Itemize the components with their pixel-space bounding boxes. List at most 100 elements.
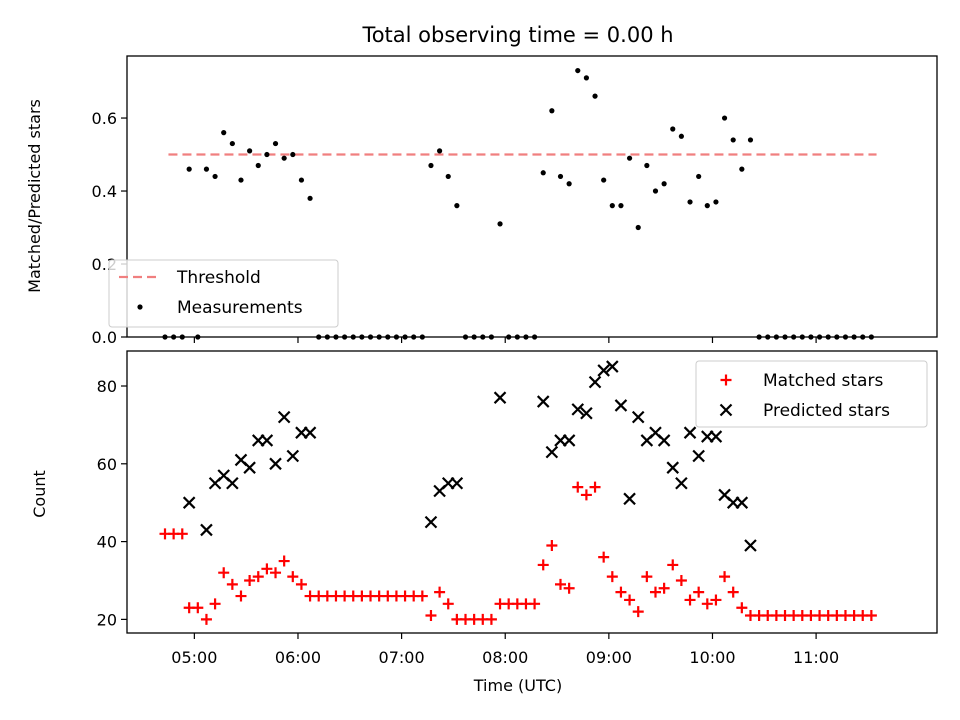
predicted-stars-point [606, 360, 619, 373]
predicted-stars-point [666, 461, 680, 474]
matched-stars-point [295, 578, 307, 590]
matched-stars-point [252, 571, 264, 583]
measurement-point [411, 334, 417, 340]
measurement-point [765, 334, 771, 340]
predicted-stars-point [597, 364, 610, 377]
matched-stars-point [658, 582, 670, 594]
top-y-tick-label: 0.0 [92, 328, 117, 347]
predicted-stars-point [303, 426, 317, 439]
matched-stars-point [667, 559, 679, 571]
matched-stars-point [261, 563, 273, 575]
x-tick-label: 05:00 [171, 648, 217, 667]
predicted-stars-point [692, 449, 705, 463]
measurement-point [575, 67, 581, 74]
measurement-point [566, 181, 572, 187]
matched-stars-point [235, 590, 247, 602]
matched-stars-point [710, 594, 722, 606]
measurement-point [868, 334, 874, 340]
top-legend: Threshold Measurements [108, 259, 339, 328]
measurements-legend-label: Measurements [177, 298, 303, 318]
threshold-legend-label: Threshold [176, 268, 261, 288]
matched-stars-point [278, 555, 290, 567]
measurement-point [324, 334, 330, 340]
top-y-axis-label: Matched/Predicted stars [25, 99, 44, 293]
measurement-point [462, 334, 469, 340]
matched-stars-point [675, 574, 687, 586]
measurement-point [203, 166, 210, 172]
measurement-point [437, 148, 443, 154]
matched-stars-point [442, 598, 454, 610]
matched-stars-point [244, 574, 256, 586]
measurement-point [782, 334, 788, 340]
measurement-point [514, 334, 520, 340]
matched-stars-point [425, 609, 437, 621]
measurement-point [179, 334, 185, 340]
measurement-point [799, 334, 805, 340]
bottom-legend: Matched stars Predicted stars [695, 360, 928, 428]
measurement-point [557, 173, 564, 180]
measurement-point [316, 334, 322, 340]
predicted-stars-point [493, 391, 507, 404]
measurement-point [393, 334, 400, 340]
measurement-point [419, 334, 425, 340]
predicted-stars-point [709, 430, 723, 443]
predicted-stars-point [744, 539, 757, 552]
measurement-point [626, 155, 633, 161]
predicted-stars-point [182, 496, 196, 509]
measurement-point [531, 334, 538, 340]
matched-stars-point [580, 489, 592, 501]
predicted-stars-point [277, 410, 291, 424]
predicted-stars-point [260, 434, 274, 447]
predicted-stars-point [614, 399, 628, 412]
matched-stars-point [537, 559, 549, 571]
measurement-point [670, 126, 676, 132]
measurement-point [842, 334, 849, 340]
matched-stars-point [218, 567, 230, 579]
measurement-point [376, 334, 382, 340]
predicted-stars-point [450, 476, 464, 490]
measurement-point [661, 181, 667, 187]
predicted-stars-point [286, 449, 300, 463]
x-tick-label: 08:00 [482, 648, 528, 667]
measurement-point [445, 173, 451, 180]
measurement-point [739, 166, 745, 172]
measurement-point [195, 334, 201, 340]
measurement-point [601, 177, 607, 183]
top-y-tick-label: 0.4 [92, 182, 117, 201]
matched-stars-point [727, 586, 739, 598]
measurement-point [272, 140, 279, 147]
measurement-point [221, 130, 227, 136]
measurement-point [238, 177, 244, 183]
bottom-legend-box [695, 360, 928, 428]
measurement-point [860, 334, 866, 340]
measurement-point [618, 203, 624, 209]
measurement-point [488, 334, 495, 340]
matched-stars-point [865, 609, 877, 621]
predicted-stars-point [683, 426, 697, 439]
bottom-y-tick-label: 60 [97, 455, 117, 474]
measurement-point [704, 203, 710, 209]
predicted-stars-point [580, 406, 593, 420]
measurement-point [298, 177, 305, 183]
matched-stars-point [684, 594, 696, 606]
bottom-y-tick-label: 80 [97, 377, 117, 396]
measurement-point [592, 93, 598, 99]
measurement-point [756, 334, 762, 340]
matched-stars-point [287, 571, 299, 583]
measurement-point [212, 173, 218, 180]
predicted-stars-point [536, 395, 550, 408]
measurement-point [454, 203, 460, 209]
measurement-point [808, 334, 814, 340]
measurement-point [791, 334, 797, 340]
bottom-plot-frame [126, 350, 938, 634]
measurement-point [497, 221, 503, 227]
predicted-stars-point [657, 434, 671, 447]
matched-stars-point [693, 586, 705, 598]
matched-stars-point [736, 602, 748, 614]
measurement-point [825, 334, 831, 340]
predicted-stars-point [545, 445, 559, 459]
measurement-point [342, 334, 348, 340]
measurement-point [540, 170, 546, 176]
measurement-point [307, 195, 313, 201]
